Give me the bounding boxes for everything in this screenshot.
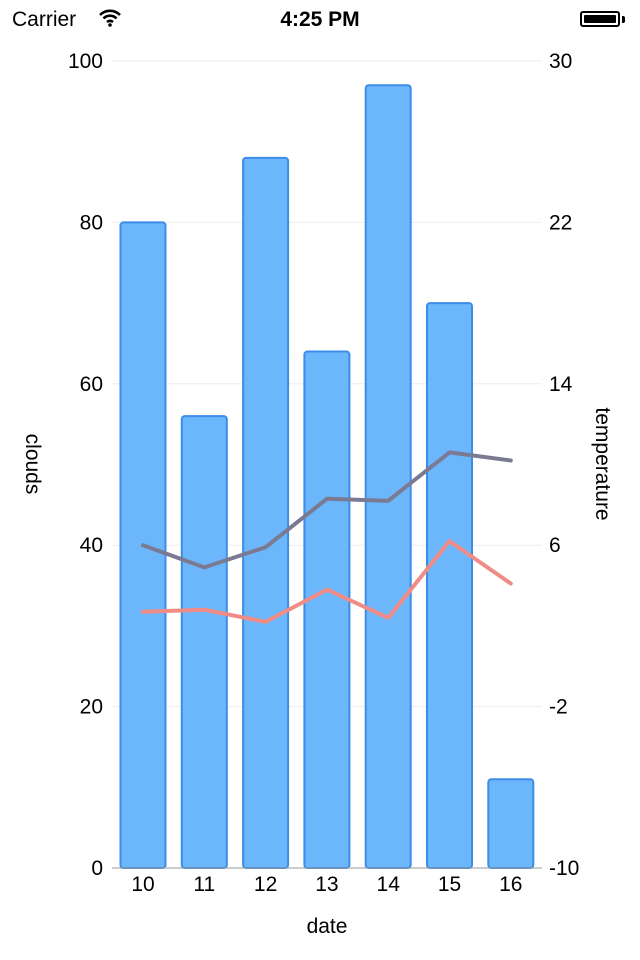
left-tick-label: 20 xyxy=(80,696,103,719)
right-tick-label: 22 xyxy=(549,211,572,234)
x-axis-ticks: 10 11 12 13 14 15 16 xyxy=(131,873,522,896)
right-tick-label: -10 xyxy=(549,857,579,880)
battery-cap xyxy=(622,16,625,23)
x-tick-label: 15 xyxy=(438,873,461,896)
left-tick-label: 0 xyxy=(91,857,103,880)
line-temperature-max xyxy=(141,450,513,570)
clock-time: 4:25 PM xyxy=(280,8,360,31)
x-axis-label: date xyxy=(307,915,348,938)
right-tick-label: 6 xyxy=(549,534,561,557)
left-axis-ticks: 0 20 40 60 80 100 xyxy=(68,50,103,880)
wifi-icon xyxy=(98,8,122,34)
left-axis-label: clouds xyxy=(21,434,44,495)
bar xyxy=(242,156,290,869)
x-tick-label: 13 xyxy=(315,873,338,896)
left-tick-label: 60 xyxy=(80,373,103,396)
x-tick-label: 14 xyxy=(377,873,401,896)
right-tick-label: 30 xyxy=(549,50,572,73)
carrier-label: Carrier xyxy=(12,8,77,31)
bar xyxy=(487,778,535,869)
status-bar: Carrier 4:25 PM xyxy=(0,0,640,40)
battery-icon xyxy=(580,11,620,27)
left-tick-label: 40 xyxy=(80,534,103,557)
left-tick-label: 80 xyxy=(80,211,103,234)
right-tick-label: 14 xyxy=(549,373,573,396)
x-tick-label: 16 xyxy=(499,873,522,896)
bar xyxy=(364,84,412,869)
left-tick-label: 100 xyxy=(68,50,103,73)
right-axis-ticks: -10 -2 6 14 22 30 xyxy=(549,50,579,880)
bar xyxy=(426,302,473,870)
bar xyxy=(180,415,228,869)
line-series xyxy=(141,450,513,624)
line-temperature-min xyxy=(141,539,513,624)
x-tick-label: 10 xyxy=(131,873,154,896)
right-tick-label: -2 xyxy=(549,696,568,719)
x-tick-label: 12 xyxy=(254,873,277,896)
right-axis-label: temperature xyxy=(591,407,614,520)
x-tick-label: 11 xyxy=(193,873,215,896)
bar-series xyxy=(119,84,535,870)
bar xyxy=(303,350,351,869)
